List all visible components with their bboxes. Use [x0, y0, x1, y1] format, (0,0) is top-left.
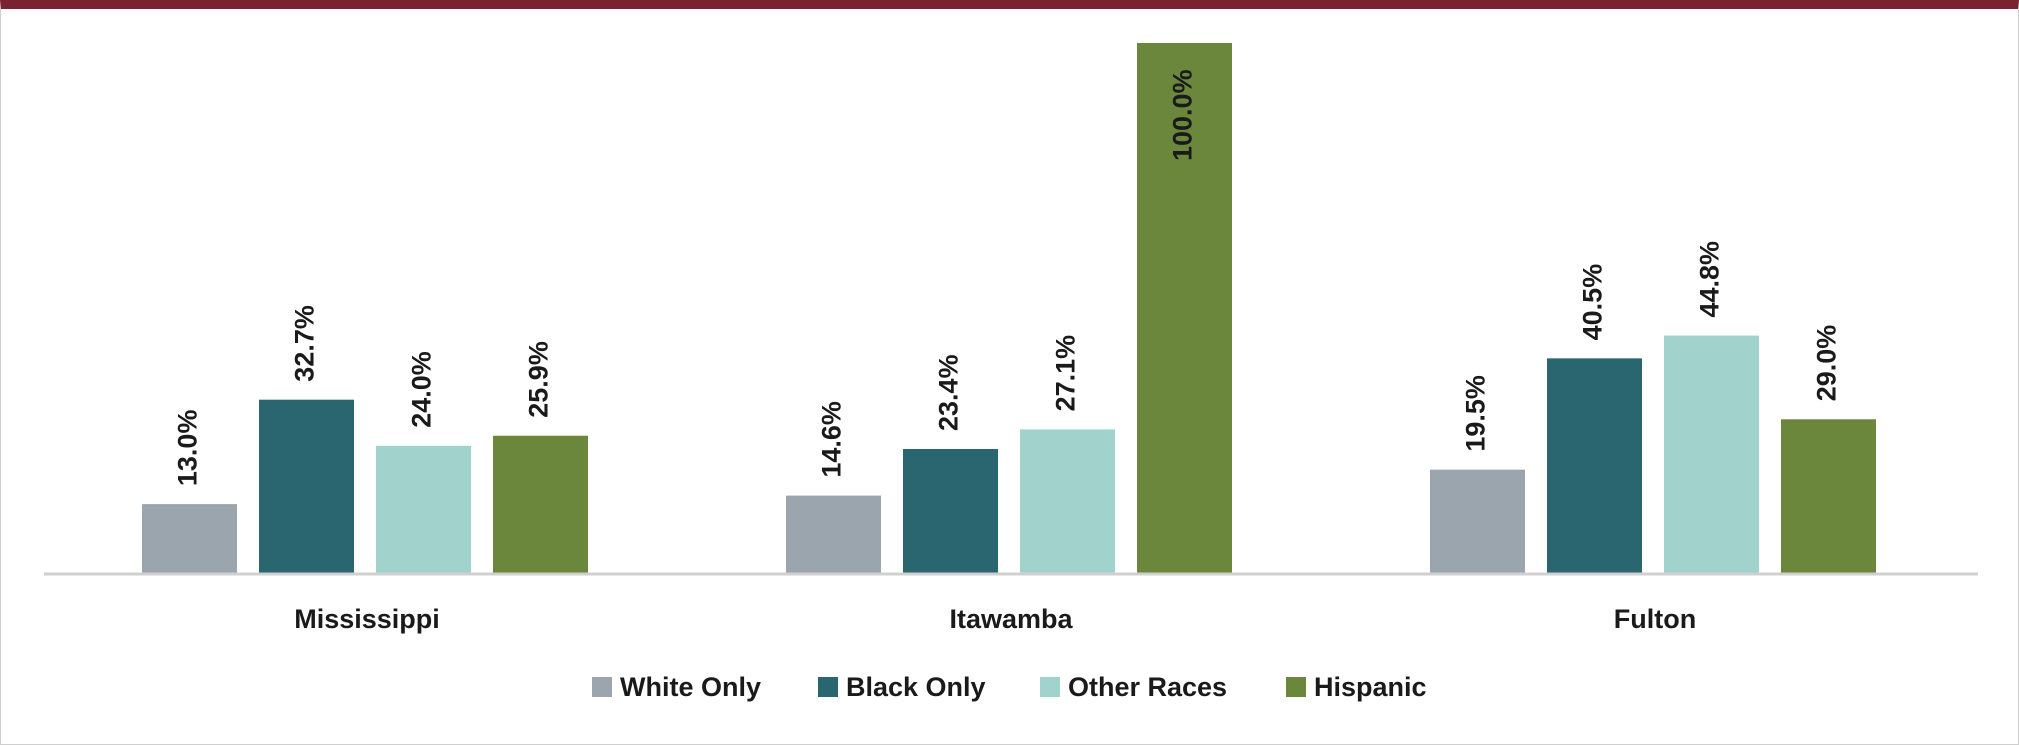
- data-label-itawamba-other-races: 27.1%: [1051, 335, 1081, 412]
- category-labels-group: Mississippi Itawamba Fulton: [294, 604, 1696, 634]
- bar-mississippi-hispanic: [493, 435, 588, 573]
- data-label-mississippi-other-races: 24.0%: [407, 351, 437, 428]
- bar-itawamba-black-only: [903, 448, 998, 573]
- legend: White Only Black Only Other Races Hispanic: [592, 672, 1427, 702]
- bar-mississippi-black-only: [259, 399, 354, 573]
- bar-fulton-other-races: [1664, 335, 1759, 573]
- category-label-itawamba: Itawamba: [949, 604, 1073, 634]
- bar-fulton-hispanic: [1781, 419, 1876, 573]
- bar-itawamba-white-only: [786, 495, 881, 573]
- data-label-mississippi-white-only: 13.0%: [173, 410, 203, 487]
- data-label-fulton-hispanic: 29.0%: [1812, 325, 1842, 402]
- legend-label-other-races: Other Races: [1068, 672, 1227, 702]
- data-label-itawamba-white-only: 14.6%: [817, 401, 847, 478]
- data-label-mississippi-hispanic: 25.9%: [524, 341, 554, 418]
- bar-mississippi-white-only: [142, 504, 237, 573]
- legend-swatch-white-only: [592, 677, 612, 697]
- legend-swatch-other-races: [1040, 677, 1060, 697]
- bar-itawamba-hispanic: [1137, 43, 1232, 573]
- data-label-itawamba-hispanic: 100.0%: [1168, 69, 1198, 161]
- bar-itawamba-other-races: [1020, 429, 1115, 573]
- legend-label-hispanic: Hispanic: [1314, 672, 1427, 702]
- category-label-mississippi: Mississippi: [294, 604, 440, 634]
- bar-fulton-white-only: [1430, 469, 1525, 573]
- legend-label-black-only: Black Only: [846, 672, 986, 702]
- data-label-mississippi-black-only: 32.7%: [290, 305, 320, 382]
- legend-swatch-black-only: [818, 677, 838, 697]
- category-label-fulton: Fulton: [1614, 604, 1696, 634]
- bar-mississippi-other-races: [376, 445, 471, 573]
- data-label-itawamba-black-only: 23.4%: [934, 354, 964, 431]
- bar-fulton-black-only: [1547, 358, 1642, 573]
- bars-group: [142, 43, 1876, 573]
- legend-swatch-hispanic: [1286, 677, 1306, 697]
- data-labels-group: 13.0% 32.7% 24.0% 25.9% 14.6% 23.4% 27.1% 100.0…: [173, 69, 1842, 486]
- legend-label-white-only: White Only: [620, 672, 761, 702]
- data-label-fulton-black-only: 40.5%: [1578, 264, 1608, 341]
- data-label-fulton-other-races: 44.8%: [1695, 241, 1725, 318]
- data-label-fulton-white-only: 19.5%: [1461, 375, 1491, 452]
